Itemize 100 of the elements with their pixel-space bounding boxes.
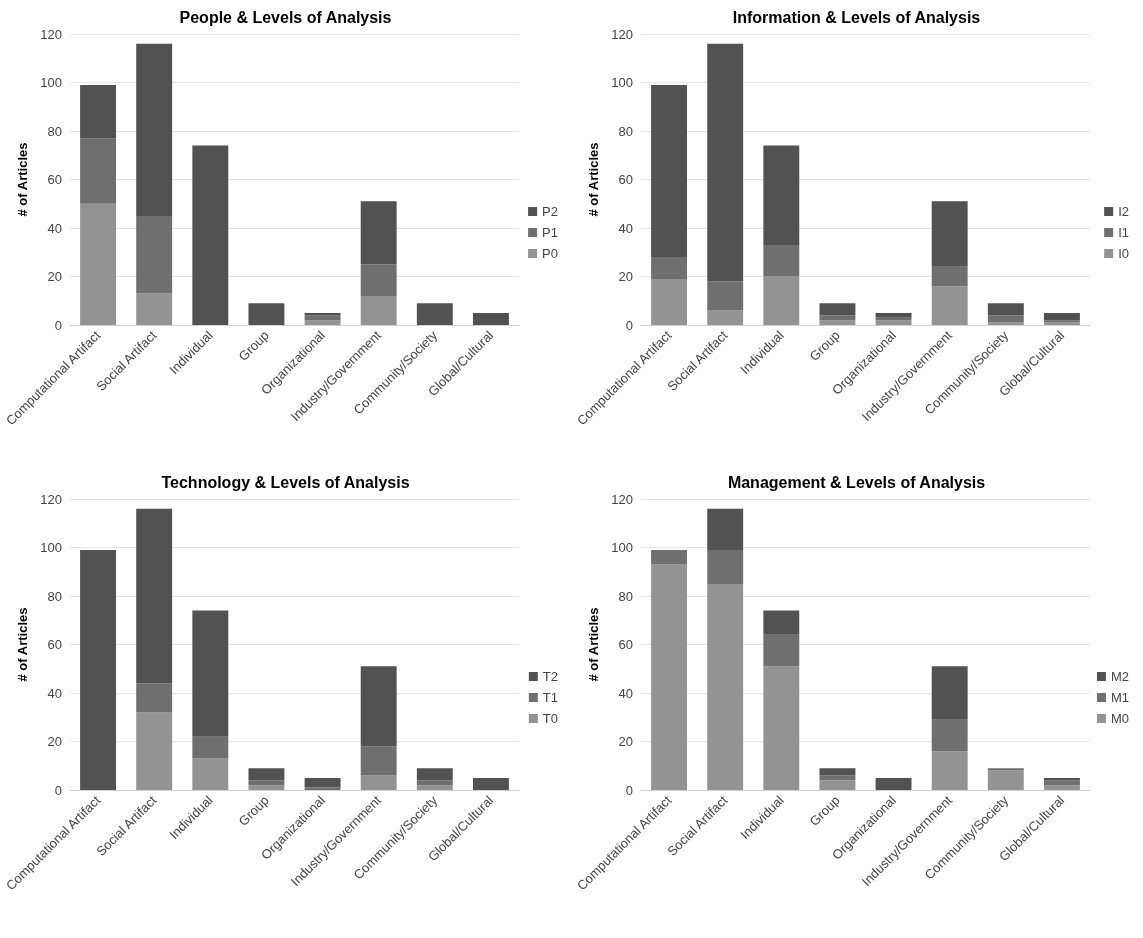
bar [651, 84, 688, 258]
y-tick-label: 120 [40, 491, 62, 507]
bar [987, 768, 1024, 771]
legend-label: T1 [542, 690, 558, 705]
y-tick-label: 20 [618, 269, 633, 284]
y-tick-label: 80 [47, 123, 62, 139]
bar [819, 780, 856, 790]
bar [136, 43, 173, 216]
bar [136, 293, 173, 325]
bar [304, 315, 341, 321]
bar [304, 777, 341, 788]
y-axis-title: # of Articles [586, 607, 602, 682]
bar [304, 320, 341, 325]
bar [1043, 780, 1080, 786]
bar [707, 508, 744, 550]
y-tick-label: 100 [40, 75, 62, 90]
bar [80, 138, 117, 204]
bar [707, 43, 744, 282]
bar [931, 266, 968, 287]
legend-label: M0 [1110, 711, 1129, 726]
y-tick-label: 20 [47, 269, 62, 284]
bar [987, 770, 1024, 790]
bar [931, 666, 968, 720]
bar [763, 244, 800, 277]
y-tick-label: 40 [47, 685, 62, 701]
y-tick-label: 40 [618, 685, 633, 701]
legend-label: T0 [542, 711, 558, 726]
bar [875, 320, 912, 325]
bar [707, 549, 744, 584]
bar [931, 719, 968, 752]
bar [763, 276, 800, 325]
bar [875, 777, 912, 790]
y-tick-label: 80 [618, 588, 633, 604]
bar [248, 780, 285, 786]
bar [360, 264, 397, 296]
bar [763, 610, 800, 635]
bar [707, 310, 744, 325]
y-tick-label: 60 [618, 172, 633, 187]
y-axis-title: # of Articles [586, 142, 602, 217]
y-tick-label: 0 [625, 782, 633, 798]
y-tick-label: 0 [54, 317, 62, 333]
bar [360, 775, 397, 790]
chart-title: Information & Levels of Analysis [732, 8, 981, 26]
y-tick-label: 20 [47, 734, 62, 749]
legend-label: P2 [542, 204, 559, 219]
y-tick-label: 0 [625, 317, 633, 333]
bar [360, 746, 397, 776]
y-tick-label: 60 [618, 637, 633, 652]
y-tick-label: 80 [618, 123, 633, 139]
bar [136, 712, 173, 790]
y-tick-label: 100 [611, 75, 633, 90]
bar [1043, 312, 1080, 321]
bar [819, 320, 856, 325]
y-tick-label: 80 [47, 588, 62, 604]
bar [987, 315, 1024, 323]
y-tick-label: 120 [40, 26, 62, 42]
bar [136, 683, 173, 713]
bar [707, 281, 744, 311]
y-tick-label: 40 [47, 220, 62, 236]
bar [248, 785, 285, 790]
bar [931, 201, 968, 267]
chart-title: Technology & Levels of Analysis [161, 473, 410, 491]
bar [248, 303, 285, 325]
bar [931, 286, 968, 325]
bar [987, 303, 1024, 316]
bar [416, 768, 453, 781]
chart-title: Management & Levels of Analysis [727, 473, 986, 491]
bar [763, 666, 800, 790]
bar [360, 666, 397, 747]
chart-title: People & Levels of Analysis [179, 8, 392, 26]
y-tick-label: 20 [618, 734, 633, 749]
bar [763, 145, 800, 245]
y-tick-label: 100 [40, 540, 62, 555]
bar [819, 775, 856, 781]
legend-label: P1 [542, 225, 559, 240]
bar [819, 303, 856, 316]
y-tick-label: 40 [618, 220, 633, 236]
bar [192, 145, 229, 325]
bar [472, 777, 509, 790]
bar [360, 295, 397, 325]
bar [931, 751, 968, 790]
bar [651, 278, 688, 325]
bar [416, 780, 453, 786]
bar [651, 564, 688, 790]
bar [80, 203, 117, 325]
bar [819, 768, 856, 776]
bar [136, 215, 173, 294]
y-tick-label: 100 [611, 540, 633, 555]
y-tick-label: 60 [47, 172, 62, 187]
bar [248, 768, 285, 781]
bar [472, 312, 509, 325]
bar [763, 634, 800, 667]
legend-label: I1 [1118, 225, 1129, 240]
y-tick-label: 0 [54, 782, 62, 798]
bar [192, 736, 229, 759]
bar [360, 201, 397, 265]
bar [651, 549, 688, 565]
bar [819, 315, 856, 321]
bar [651, 257, 688, 279]
bar [80, 84, 117, 139]
